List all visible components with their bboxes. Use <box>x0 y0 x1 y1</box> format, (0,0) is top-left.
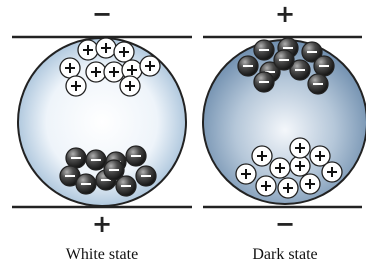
top-sign: − <box>92 0 112 28</box>
bottom-sign: + <box>92 210 112 238</box>
top-sign: + <box>275 0 295 28</box>
panel-label: White state <box>66 246 138 263</box>
diagram: − + White state + − Dark state <box>0 0 366 265</box>
panel-label: Dark state <box>252 246 317 263</box>
bottom-sign: − <box>275 210 295 238</box>
